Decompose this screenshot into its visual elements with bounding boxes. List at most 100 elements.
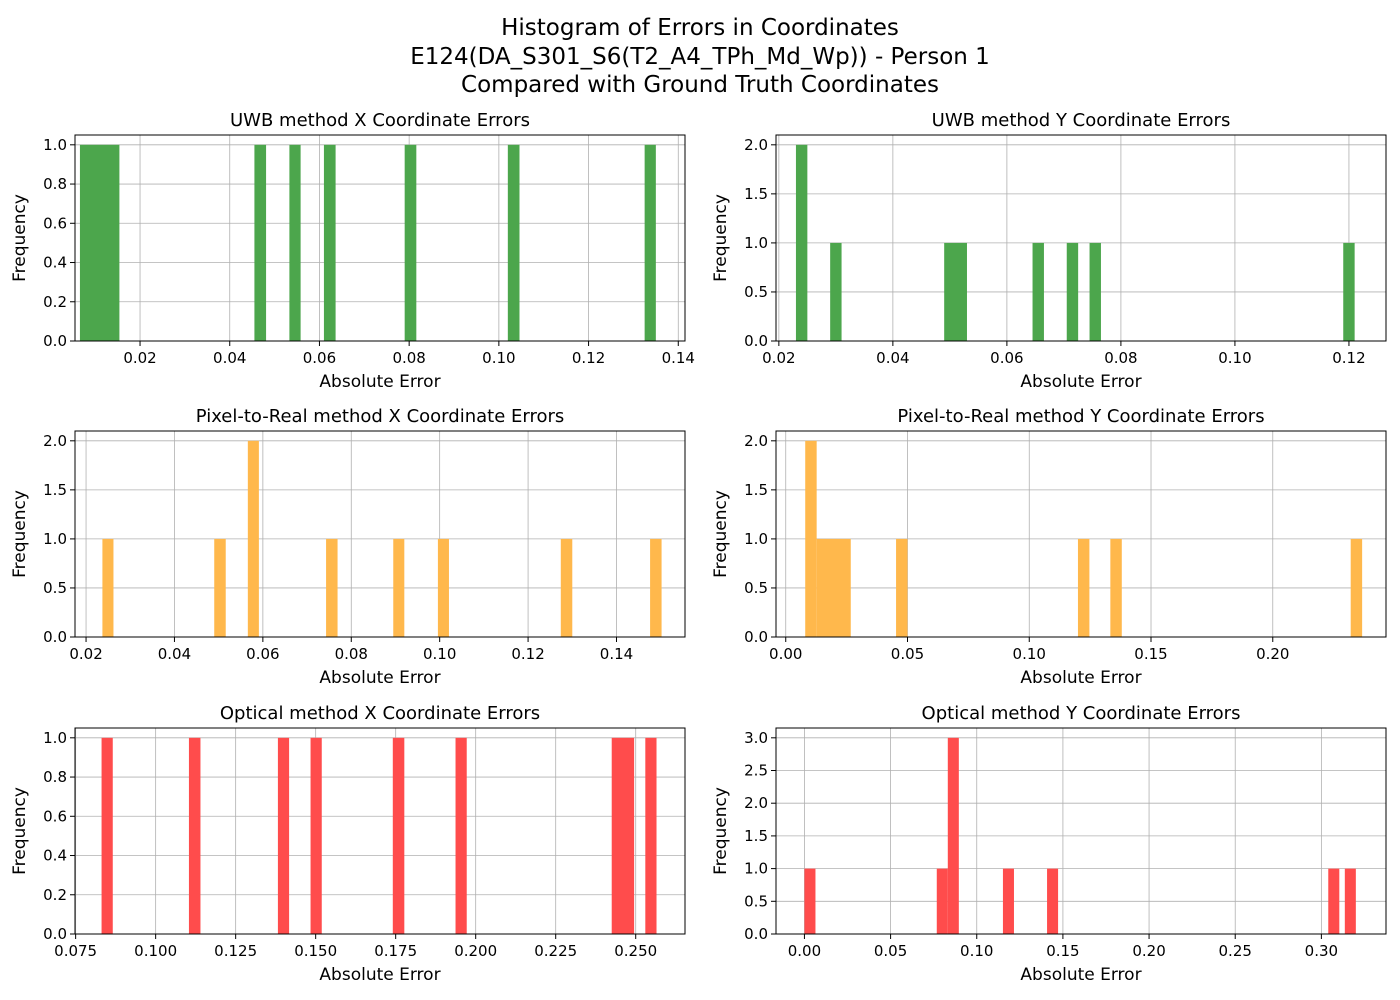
x-tick-label: 0.08 [392, 349, 425, 367]
y-tick-label: 2.0 [43, 432, 67, 450]
y-tick-label: 0.5 [744, 283, 768, 301]
histogram-bar [1110, 538, 1122, 637]
chart-title: Optical method X Coordinate Errors [220, 703, 540, 724]
x-tick-label: 0.15 [1046, 942, 1079, 960]
histogram-bar [1077, 538, 1090, 637]
y-axis-label: Frequency [711, 194, 731, 282]
histogram-bar [101, 737, 113, 934]
y-tick-label: 0.4 [43, 254, 67, 272]
y-axis-label: Frequency [10, 194, 30, 282]
x-axis-label: Absolute Error [1020, 372, 1141, 392]
x-axis-label: Absolute Error [319, 965, 440, 985]
x-tick-label: 0.02 [69, 645, 102, 663]
x-axis-label: Absolute Error [1020, 965, 1141, 985]
x-tick-label: 0.00 [769, 645, 802, 663]
histogram-bar [310, 737, 322, 934]
histogram-bar [323, 144, 336, 341]
chart-title: Pixel-to-Real method X Coordinate Errors [196, 406, 565, 427]
x-tick-label: 0.04 [213, 349, 246, 367]
x-tick-label: 0.05 [891, 645, 924, 663]
x-axis-label: Absolute Error [319, 372, 440, 392]
x-tick-label: 0.15 [1134, 645, 1167, 663]
histogram-bar [644, 144, 656, 341]
x-tick-label: 0.00 [788, 942, 821, 960]
y-tick-label: 0.2 [43, 293, 67, 311]
y-axis-label: Frequency [10, 490, 30, 578]
x-tick-label: 0.20 [1132, 942, 1165, 960]
y-tick-label: 1.0 [744, 860, 768, 878]
y-tick-label: 2.0 [744, 432, 768, 450]
x-tick-label: 0.10 [423, 645, 456, 663]
histogram-bar [326, 538, 338, 637]
histogram-bar [455, 737, 467, 934]
x-tick-label: 0.125 [214, 942, 257, 960]
y-tick-label: 0.0 [43, 332, 67, 350]
y-tick-label: 0.0 [43, 925, 67, 943]
histogram-panel: 0.02 0.04 0.06 0.08 0.10 0.12 0.14 0.0 0.5 1.0 1.5… [10, 406, 686, 688]
figure-title-line: E124(DA_S301_S6(T2_A4_TPh_Md_Wp)) - Pers… [410, 43, 990, 70]
figure-title: Histogram of Errors in Coordinates E124(… [0, 14, 1400, 100]
y-axis-label: Frequency [10, 787, 30, 875]
histogram-bar [188, 737, 201, 934]
chart-title: Optical method Y Coordinate Errors [922, 703, 1241, 724]
histogram-bar [795, 144, 808, 341]
y-tick-label: 1.0 [43, 530, 67, 548]
histogram-bar [1344, 868, 1356, 934]
x-tick-label: 0.12 [1332, 349, 1365, 367]
axes-frame [74, 430, 686, 638]
histogram-bar [816, 538, 851, 637]
x-tick-label: 0.075 [54, 942, 97, 960]
y-tick-label: 0.6 [43, 807, 67, 825]
histogram-bar [944, 242, 967, 341]
histogram-bar [393, 538, 405, 637]
x-tick-label: 0.250 [614, 942, 657, 960]
histogram-panel: 0.02 0.04 0.06 0.08 0.10 0.12 0.0 0.5 1.0 1.5 2.0 U… [711, 110, 1387, 392]
x-tick-label: 0.02 [762, 349, 795, 367]
histogram-bar [805, 440, 817, 637]
histogram-bar [79, 144, 120, 341]
figure-title-line: Histogram of Errors in Coordinates [501, 15, 899, 41]
histogram-bar [247, 440, 259, 637]
y-tick-label: 0.5 [744, 892, 768, 910]
histogram-panel: 0.00 0.05 0.10 0.15 0.20 0.25 0.30 0.0 0.5 1.0 1.5… [711, 703, 1387, 985]
y-tick-label: 0.8 [43, 768, 67, 786]
histogram-panel: 0.02 0.04 0.06 0.08 0.10 0.12 0.14 0.0 0.2 0.4 0.6… [10, 110, 695, 392]
histogram-bar [254, 144, 267, 341]
x-tick-label: 0.08 [1104, 349, 1137, 367]
histogram-bar [1032, 242, 1044, 341]
x-tick-label: 0.12 [511, 645, 544, 663]
histogram-bar [804, 868, 816, 934]
histogram-bar [289, 144, 301, 341]
y-tick-label: 0.0 [744, 332, 768, 350]
x-tick-label: 0.04 [158, 645, 191, 663]
histogram-bar [1066, 242, 1079, 341]
y-tick-label: 2.5 [744, 762, 768, 780]
axes-frame [74, 727, 686, 935]
y-tick-label: 0.0 [43, 628, 67, 646]
x-tick-label: 0.10 [482, 349, 515, 367]
histogram-bar [896, 538, 908, 637]
y-tick-label: 1.5 [744, 827, 768, 845]
histogram-bar [936, 868, 948, 934]
histogram-bar [645, 737, 657, 934]
y-tick-label: 0.0 [744, 925, 768, 943]
y-tick-label: 0.6 [43, 214, 67, 232]
histogram-bar [560, 538, 573, 637]
x-tick-label: 0.10 [1218, 349, 1251, 367]
x-tick-label: 0.10 [960, 942, 993, 960]
chart-title: Pixel-to-Real method Y Coordinate Errors [897, 406, 1264, 427]
x-tick-label: 0.175 [374, 942, 417, 960]
histogram-bar [404, 144, 417, 341]
x-tick-label: 0.20 [1256, 645, 1289, 663]
x-tick-label: 0.06 [990, 349, 1023, 367]
x-tick-label: 0.200 [454, 942, 497, 960]
histogram-bar [650, 538, 662, 637]
y-axis-label: Frequency [711, 787, 731, 875]
histogram-bar [1328, 868, 1340, 934]
x-axis-label: Absolute Error [319, 668, 440, 688]
histogram-bar [1047, 868, 1059, 934]
figure-title-line: Compared with Ground Truth Coordinates [461, 72, 939, 98]
histogram-bar [1089, 242, 1101, 341]
y-tick-label: 0.5 [43, 579, 67, 597]
